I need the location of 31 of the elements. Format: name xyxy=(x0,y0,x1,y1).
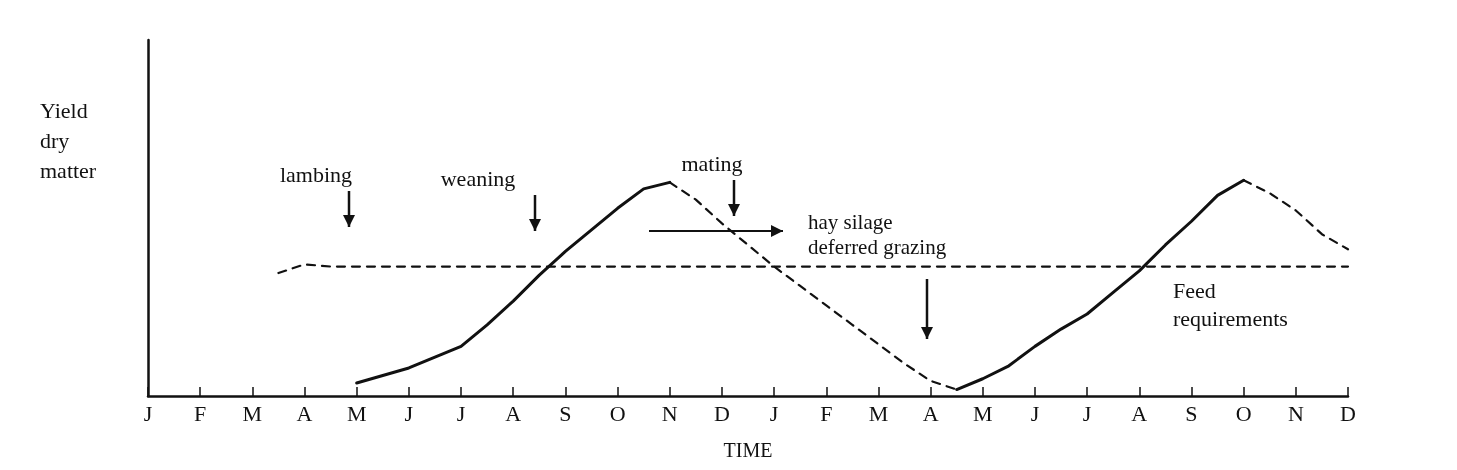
x-tick-label: J xyxy=(1030,400,1040,426)
y-axis-title: Yield dry matter xyxy=(40,97,97,183)
x-tick-label: M xyxy=(973,400,993,426)
x-tick-label: J xyxy=(769,400,779,426)
x-tick-label: A xyxy=(1131,400,1148,426)
x-tick-label: M xyxy=(868,400,889,426)
x-tick-label: N xyxy=(1287,400,1304,426)
x-tick-label: J xyxy=(143,400,153,426)
x-tick-label: S xyxy=(559,400,572,426)
annotation: hay silage deferred grazing xyxy=(808,209,947,259)
x-axis-title: TIME xyxy=(723,439,773,461)
x-tick-label: D xyxy=(1340,400,1356,426)
x-tick-label: M xyxy=(346,400,367,426)
x-tick-label: M xyxy=(242,400,263,426)
x-tick-label: J xyxy=(1082,400,1092,426)
x-tick-label: D xyxy=(713,400,730,426)
x-tick-label: S xyxy=(1185,400,1198,426)
x-tick-label: F xyxy=(820,400,833,426)
annotation: lambing xyxy=(279,161,353,187)
x-tick-label: J xyxy=(456,400,466,426)
x-tick-label: O xyxy=(609,400,626,426)
text: mating xyxy=(681,150,743,176)
x-tick-label: A xyxy=(505,400,522,426)
x-tick-label: A xyxy=(922,400,939,426)
x-tick-label: J xyxy=(404,400,414,426)
annotation: weaning xyxy=(440,165,516,191)
x-tick-label: N xyxy=(661,400,678,426)
x-tick-label: F xyxy=(194,400,207,426)
x-tick-label: A xyxy=(296,400,313,426)
x-tick-label: O xyxy=(1235,400,1252,426)
series-label: Feed requirements xyxy=(1173,278,1288,332)
